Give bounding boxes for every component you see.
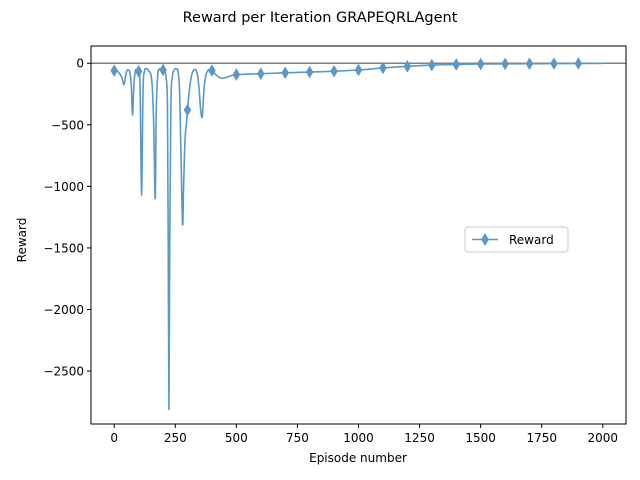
- reward-marker: [550, 57, 558, 70]
- x-axis-label: Episode number: [309, 451, 407, 465]
- x-tick-label: 1750: [526, 431, 557, 445]
- reward-marker: [354, 63, 363, 77]
- legend-label-reward: Reward: [509, 233, 554, 247]
- reward-marker: [574, 57, 583, 70]
- reward-marker: [403, 60, 412, 73]
- x-tick-label: 1500: [465, 431, 496, 445]
- y-axis: 0 −500 −1000 −1500 −2000 −2500: [43, 57, 91, 379]
- reward-marker: [379, 61, 387, 75]
- y-tick-label: −2000: [43, 303, 84, 317]
- x-tick-label: 1000: [343, 431, 374, 445]
- reward-marker: [159, 63, 167, 77]
- reward-marker: [208, 64, 216, 77]
- legend-marker-swatch: [481, 233, 489, 246]
- x-tick-label: 0: [110, 431, 118, 445]
- x-tick-label: 1250: [404, 431, 435, 445]
- reward-marker: [452, 58, 460, 71]
- reward-marker: [110, 64, 118, 77]
- legend-box: [464, 226, 569, 253]
- y-tick-label: −500: [51, 118, 84, 132]
- reward-marker: [281, 66, 289, 80]
- x-tick-label: 250: [164, 431, 187, 445]
- y-tick-label: −2500: [43, 365, 84, 379]
- reward-marker: [476, 57, 485, 71]
- reward-marker: [501, 57, 509, 71]
- reward-marker: [183, 103, 192, 117]
- reward-marker: [525, 57, 534, 71]
- reward-marker: [134, 64, 143, 78]
- y-axis-label: Reward: [15, 218, 29, 263]
- x-tick-label: 2000: [588, 431, 619, 445]
- reward-marker: [257, 67, 265, 80]
- reward-marker: [330, 64, 338, 78]
- x-tick-label: 500: [225, 431, 248, 445]
- reward-marker: [232, 68, 241, 81]
- reward-marker: [428, 58, 436, 72]
- chart-title: Reward per Iteration GRAPEQRLAgent: [183, 10, 458, 26]
- y-tick-label: 0: [76, 57, 84, 71]
- y-tick-label: −1500: [43, 241, 84, 255]
- x-tick-label: 750: [286, 431, 309, 445]
- y-tick-label: −1000: [43, 180, 84, 194]
- legend: Reward: [464, 226, 569, 253]
- reward-marker: [305, 65, 314, 79]
- x-axis: 0 250 500 750 1000 1250 1500 1750 2000: [110, 424, 618, 445]
